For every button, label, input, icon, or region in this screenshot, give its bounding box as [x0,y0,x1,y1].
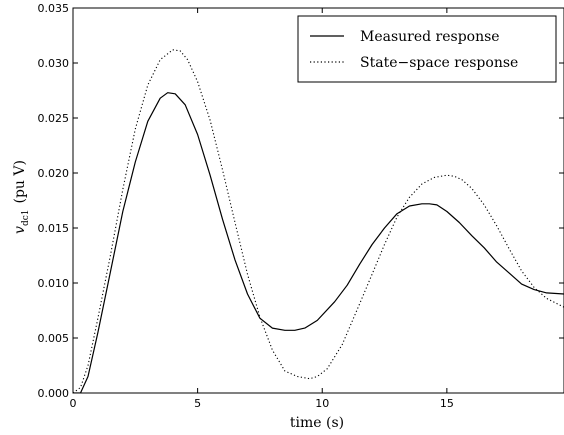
y-tick-label: 0.020 [38,167,70,180]
x-tick-label: 15 [440,397,454,410]
x-tick-label: 10 [315,397,329,410]
y-tick-label: 0.025 [38,112,70,125]
y-tick-label: 0.005 [38,332,70,345]
y-axis-symbol: v [12,226,28,234]
plot-frame [72,7,564,394]
series-line-measured [73,92,564,393]
plot-area: 0 5 10 15 0.000 0.005 0.010 0.015 0.020 0.025 0.03… [38,2,564,410]
legend-frame [297,15,557,83]
y-tick-label: 0.035 [38,2,70,15]
series-line-state-space [73,49,564,393]
y-tick-label: 0.000 [38,387,70,400]
y-axis-label: vdc1 (pu V) [12,160,31,234]
x-axis-label: time (s) [290,415,344,431]
y-tick-label: 0.010 [38,277,70,290]
y-tick-label: 0.015 [38,222,70,235]
legend: Measured response State−space response [297,15,557,83]
x-tick-label: 5 [194,397,201,410]
legend-label: State−space response [360,55,518,71]
legend-label: Measured response [360,29,500,45]
y-axis-unit: (pu V) [12,160,28,203]
x-tick-label: 0 [70,397,77,410]
y-tick-label: 0.030 [38,57,70,70]
y-axis-subscript: dc1 [21,210,31,227]
